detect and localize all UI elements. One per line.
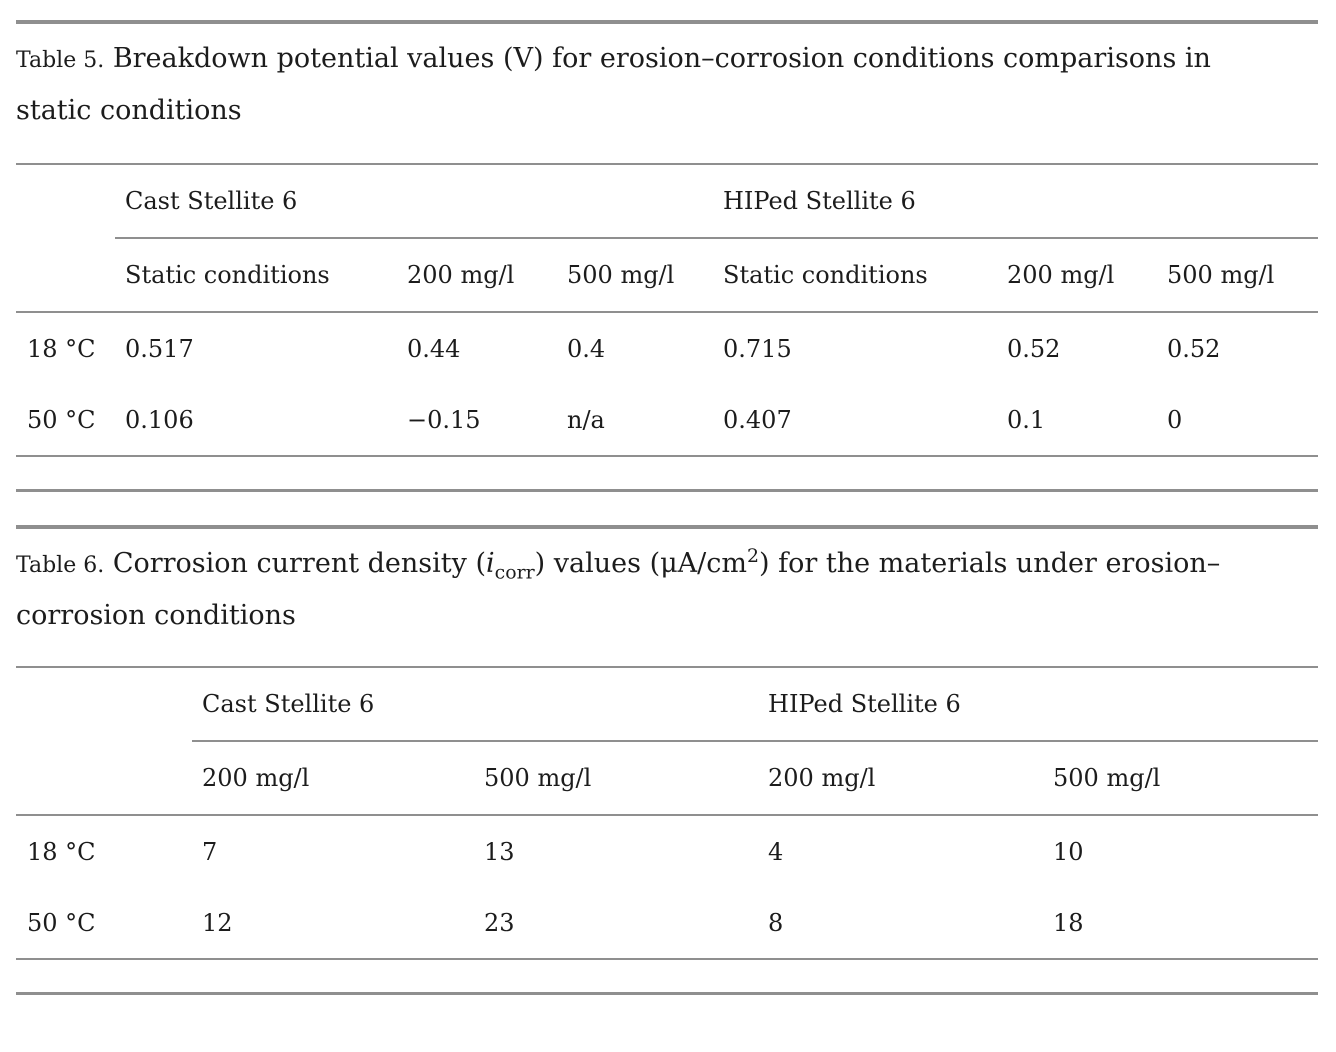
group-header-cast: Cast Stellite 6 [192, 667, 759, 742]
page-content: Table 5. Breakdown potential values (V) … [16, 20, 1319, 995]
table6-caption-label: Table 6. [16, 553, 105, 578]
corner-cell [16, 164, 115, 238]
table5-bottom-rule [16, 489, 1318, 492]
row-label: 18 °C [27, 837, 96, 866]
data-cell: 0.52 [1167, 334, 1221, 363]
table6-caption-subscript: corr [494, 561, 535, 584]
table5-caption-label: Table 5. [16, 48, 105, 73]
table6-caption-part3: ) for the materials under erosion– [759, 548, 1221, 579]
table6: Cast Stellite 6 HIPed Stellite 6 200 mg/… [16, 666, 1319, 960]
row-label: 18 °C [27, 334, 96, 363]
table6-caption: Table 6. Corrosion current density (icor… [16, 539, 1318, 641]
data-cell: 0.44 [407, 334, 461, 363]
table5-group-header-row: Cast Stellite 6 HIPed Stellite 6 [16, 164, 1319, 239]
table5-top-rule [16, 20, 1318, 24]
table6-caption-part2: ) values (μA/cm [534, 548, 747, 579]
table-row: 18 °C 7 13 4 10 [16, 815, 1318, 887]
data-cell: 23 [484, 908, 515, 937]
data-cell: 7 [202, 837, 218, 866]
data-cell: 0.106 [125, 405, 194, 434]
column-header: 200 mg/l [397, 238, 557, 313]
table6-caption-variable: i [486, 548, 495, 579]
data-cell: 0.517 [125, 334, 194, 363]
column-header: 500 mg/l [1157, 238, 1319, 313]
table-row: 18 °C 0.517 0.44 0.4 0.715 0.52 0.52 [16, 312, 1318, 384]
data-cell: 4 [768, 837, 784, 866]
table6-caption-part1: Corrosion current density ( [112, 548, 487, 579]
table6-bottom-rule [16, 992, 1318, 995]
group-header-hiped: HIPed Stellite 6 [758, 667, 1319, 742]
table6-caption-line2: corrosion conditions [16, 600, 296, 631]
corner-cell [16, 667, 192, 741]
table6-column-header-row: 200 mg/l 500 mg/l 200 mg/l 500 mg/l [16, 741, 1319, 816]
column-header: Static conditions [713, 238, 997, 313]
corner-cell [16, 238, 115, 313]
data-cell: 10 [1053, 837, 1084, 866]
table5-column-header-row: Static conditions 200 mg/l 500 mg/l Stat… [16, 238, 1319, 313]
data-cell: n/a [567, 405, 605, 434]
table6-group-header-row: Cast Stellite 6 HIPed Stellite 6 [16, 667, 1319, 742]
column-header: 500 mg/l [474, 741, 759, 816]
column-header: Static conditions [115, 238, 397, 313]
table-row: 50 °C 0.106 −0.15 n/a 0.407 0.1 0 [16, 384, 1319, 456]
data-cell: 0 [1167, 405, 1183, 434]
table5-caption: Table 5. Breakdown potential values (V) … [16, 34, 1318, 136]
column-header: 500 mg/l [1043, 741, 1319, 816]
table5-caption-text-line1: Breakdown potential values (V) for erosi… [112, 43, 1211, 74]
data-cell: 0.4 [567, 334, 606, 363]
column-header: 200 mg/l [758, 741, 1044, 816]
table-row: 50 °C 12 23 8 18 [16, 887, 1319, 959]
data-cell: 0.407 [723, 405, 792, 434]
data-cell: 18 [1053, 908, 1084, 937]
table6-top-rule [16, 525, 1318, 529]
data-cell: 8 [768, 908, 784, 937]
data-cell: −0.15 [407, 405, 481, 434]
data-cell: 0.52 [1007, 334, 1061, 363]
data-cell: 13 [484, 837, 515, 866]
table5-caption-text-line2: static conditions [16, 95, 242, 126]
data-cell: 0.1 [1007, 405, 1046, 434]
group-header-hiped: HIPed Stellite 6 [713, 164, 1319, 239]
data-cell: 0.715 [723, 334, 792, 363]
data-cell: 12 [202, 908, 233, 937]
row-label: 50 °C [27, 405, 96, 434]
corner-cell [16, 741, 192, 816]
table5: Cast Stellite 6 HIPed Stellite 6 Static … [16, 163, 1319, 457]
table6-caption-superscript: 2 [746, 545, 760, 567]
row-label: 50 °C [27, 908, 96, 937]
column-header: 200 mg/l [997, 238, 1157, 313]
group-header-cast: Cast Stellite 6 [115, 164, 713, 239]
column-header: 200 mg/l [192, 741, 474, 816]
column-header: 500 mg/l [557, 238, 713, 313]
